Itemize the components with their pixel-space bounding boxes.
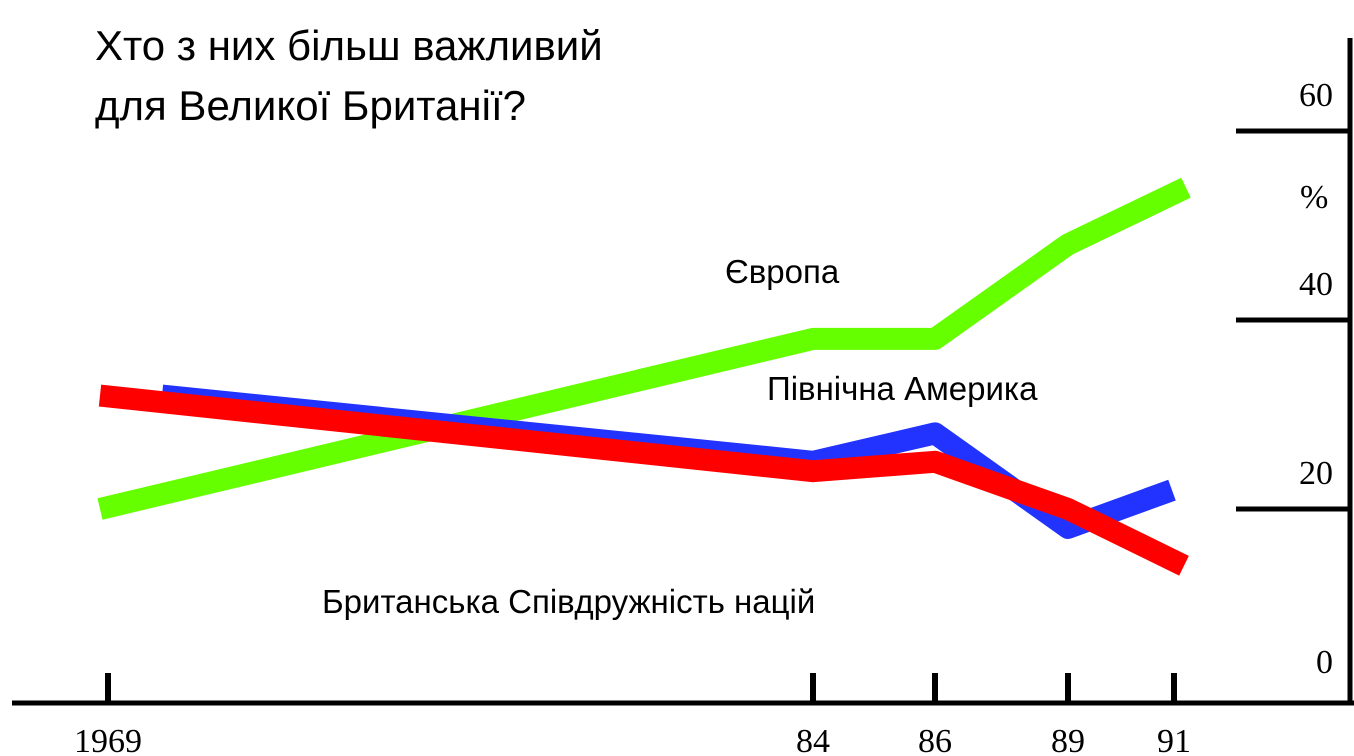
series-lines: [97, 177, 1191, 576]
x-ticks: 1969 84 86 89 91: [74, 673, 1191, 756]
x-tick-label: 89: [1051, 723, 1085, 756]
series-label-commonwealth: Британська Співдружність націй: [322, 583, 815, 620]
y-tick-label: 0: [1316, 644, 1333, 681]
chart-title-line-2: для Великої Британії?: [95, 82, 526, 129]
x-tick-label: 91: [1157, 723, 1191, 756]
series-label-europe: Європа: [725, 253, 840, 290]
chart-title-line-1: Хто з них більш важливий: [95, 22, 603, 69]
y-unit-label: %: [1300, 179, 1328, 216]
y-ticks: 0 20 40 60: [1236, 77, 1350, 681]
series-label-north-america: Північна Америка: [767, 370, 1038, 407]
y-tick-label: 60: [1299, 77, 1333, 114]
x-tick-label: 1969: [74, 723, 142, 756]
series-line-commonwealth: [98, 384, 1189, 576]
y-tick-label: 40: [1299, 266, 1333, 303]
x-tick-label: 84: [796, 723, 830, 756]
y-tick-label: 20: [1299, 455, 1333, 492]
x-tick-label: 86: [918, 723, 952, 756]
series-line-europe: [97, 177, 1191, 520]
